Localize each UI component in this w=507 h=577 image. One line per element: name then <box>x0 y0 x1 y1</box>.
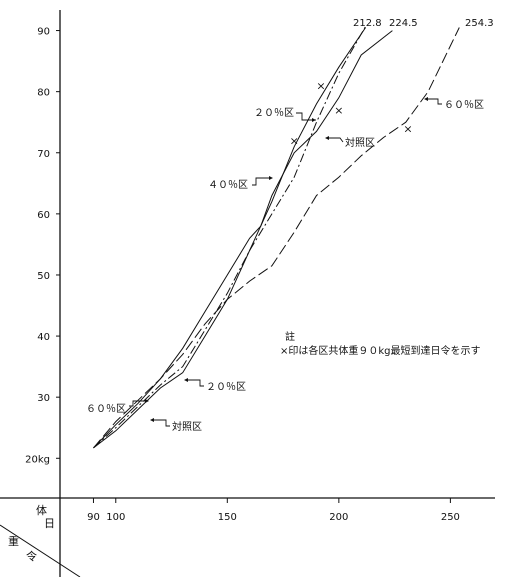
label-60pct-lower: ６０％区 <box>86 403 126 415</box>
corner-label-ti: 体 <box>36 503 47 517</box>
x-tick-label: 200 <box>329 512 348 523</box>
series-layer <box>93 26 460 449</box>
label-control-upper: 対照区 <box>345 136 375 149</box>
leader-control-lower <box>152 419 170 427</box>
x-marker: × <box>403 122 412 135</box>
y-ticks: 20kg 30 40 50 60 70 80 90 <box>25 27 60 465</box>
x-marker: × <box>290 135 299 148</box>
x-tick-label: 150 <box>218 512 237 523</box>
arrow-20pct-upper <box>312 118 316 122</box>
label-20pct-upper: ２０％区 <box>254 107 294 119</box>
y-tick-label: 90 <box>37 27 50 38</box>
label-control-lower: 対照区 <box>172 420 202 433</box>
y-tick-label: 20kg <box>25 454 50 465</box>
note-text: ×印は各区共体重９０kg最短到達日令を示す <box>280 344 481 357</box>
arrow-60pct-right <box>424 97 428 101</box>
y-tick-label: 40 <box>37 332 50 343</box>
leader-60pct-lower <box>129 400 147 407</box>
leader-20pct-upper <box>296 112 316 121</box>
corner-label-hi: 日 <box>44 517 55 530</box>
x-marker: × <box>334 104 343 117</box>
y-tick-label: 30 <box>37 393 50 404</box>
y-tick-label: 50 <box>37 271 50 282</box>
arrow-60pct-lower <box>145 399 149 403</box>
corner-diagonal <box>0 524 81 577</box>
arrow-40pct <box>269 176 273 180</box>
arrow-20pct-lower <box>184 378 188 382</box>
end-label-212-8: 212.8 <box>353 18 382 29</box>
x-tick-label: 90 <box>87 512 100 523</box>
y-tick-label: 70 <box>37 149 50 160</box>
corner-label-ju: 重 <box>8 534 19 548</box>
corner-label-rei: 令 <box>26 549 37 563</box>
arrow-control-upper <box>325 136 329 140</box>
x-tick-label: 100 <box>106 512 125 523</box>
marker-layer: × × × × <box>290 80 413 148</box>
x-ticks: 90 100 150 200 250 <box>87 498 460 523</box>
label-20pct-lower: ２０％区 <box>206 381 246 393</box>
series-line-2 <box>93 30 393 449</box>
leader-20pct-lower <box>186 379 204 387</box>
end-label-224-5: 224.5 <box>389 18 418 29</box>
note-title: 註 <box>285 331 295 343</box>
leader-60pct-right <box>426 98 442 105</box>
y-tick-label: 80 <box>37 88 50 99</box>
label-60pct-right: ６０％区 <box>444 99 484 111</box>
x-marker: × <box>316 80 325 93</box>
series-line-3 <box>93 27 460 449</box>
leader-40pct <box>252 177 271 186</box>
leader-control-upper <box>327 137 344 143</box>
series-line-1 <box>93 26 367 449</box>
end-label-254-3: 254.3 <box>465 18 494 29</box>
x-tick-label: 250 <box>441 512 460 523</box>
arrow-control-lower <box>150 418 154 422</box>
label-40pct: ４０％区 <box>208 179 248 191</box>
y-tick-label: 60 <box>37 210 50 221</box>
